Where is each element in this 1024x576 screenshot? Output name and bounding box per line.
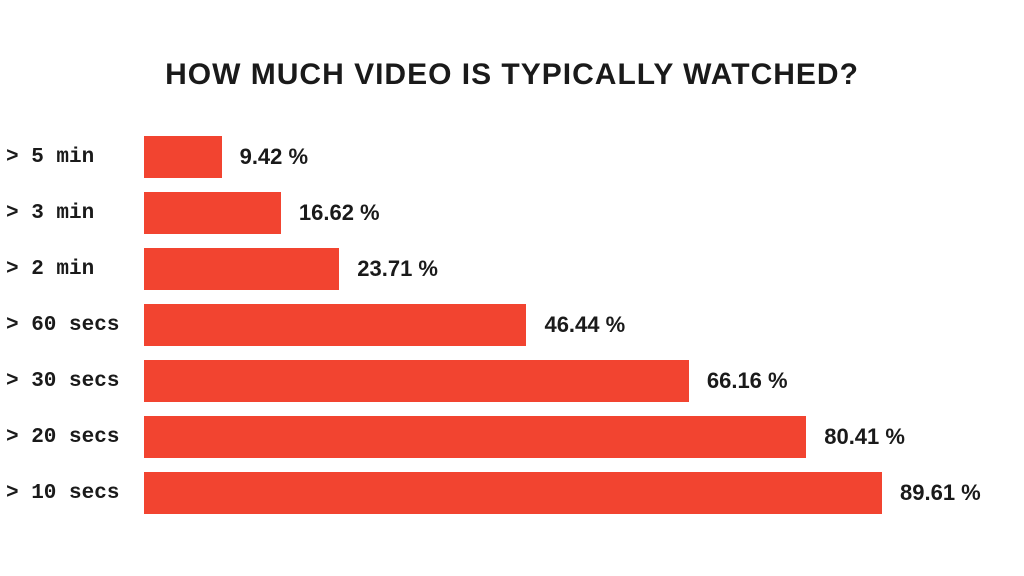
bar-value: 46.44 % — [544, 312, 625, 338]
bar-row: > 30 secs 66.16 % — [0, 360, 1024, 402]
bar-rect — [144, 472, 882, 514]
bar-row: > 2 min 23.71 % — [0, 248, 1024, 290]
bar-row: > 3 min 16.62 % — [0, 192, 1024, 234]
bar-label: > 10 secs — [0, 482, 130, 505]
bar-rect — [144, 248, 339, 290]
bar-value: 89.61 % — [900, 480, 981, 506]
bar-value: 23.71 % — [357, 256, 438, 282]
bar-rect — [144, 304, 526, 346]
bar-value: 9.42 % — [240, 144, 309, 170]
bar-row: > 10 secs 89.61 % — [0, 472, 1024, 514]
bar-row: > 20 secs 80.41 % — [0, 416, 1024, 458]
bar-value: 80.41 % — [824, 424, 905, 450]
bar-value: 66.16 % — [707, 368, 788, 394]
bar-label: > 2 min — [0, 258, 130, 281]
bar-rect — [144, 192, 281, 234]
bar-label: > 3 min — [0, 202, 130, 225]
bar-label: > 5 min — [0, 146, 130, 169]
bar-rect — [144, 360, 689, 402]
bar-label: > 60 secs — [0, 314, 130, 337]
bar-label: > 20 secs — [0, 426, 130, 449]
bar-value: 16.62 % — [299, 200, 380, 226]
bar-rect — [144, 416, 806, 458]
bar-rect — [144, 136, 222, 178]
bar-row: > 60 secs 46.44 % — [0, 304, 1024, 346]
chart-title: HOW MUCH VIDEO IS TYPICALLY WATCHED? — [0, 58, 1024, 92]
chart-area: > 5 min 9.42 % > 3 min 16.62 % > 2 min 23.71 … — [0, 136, 1024, 528]
bar-label: > 30 secs — [0, 370, 130, 393]
bar-row: > 5 min 9.42 % — [0, 136, 1024, 178]
